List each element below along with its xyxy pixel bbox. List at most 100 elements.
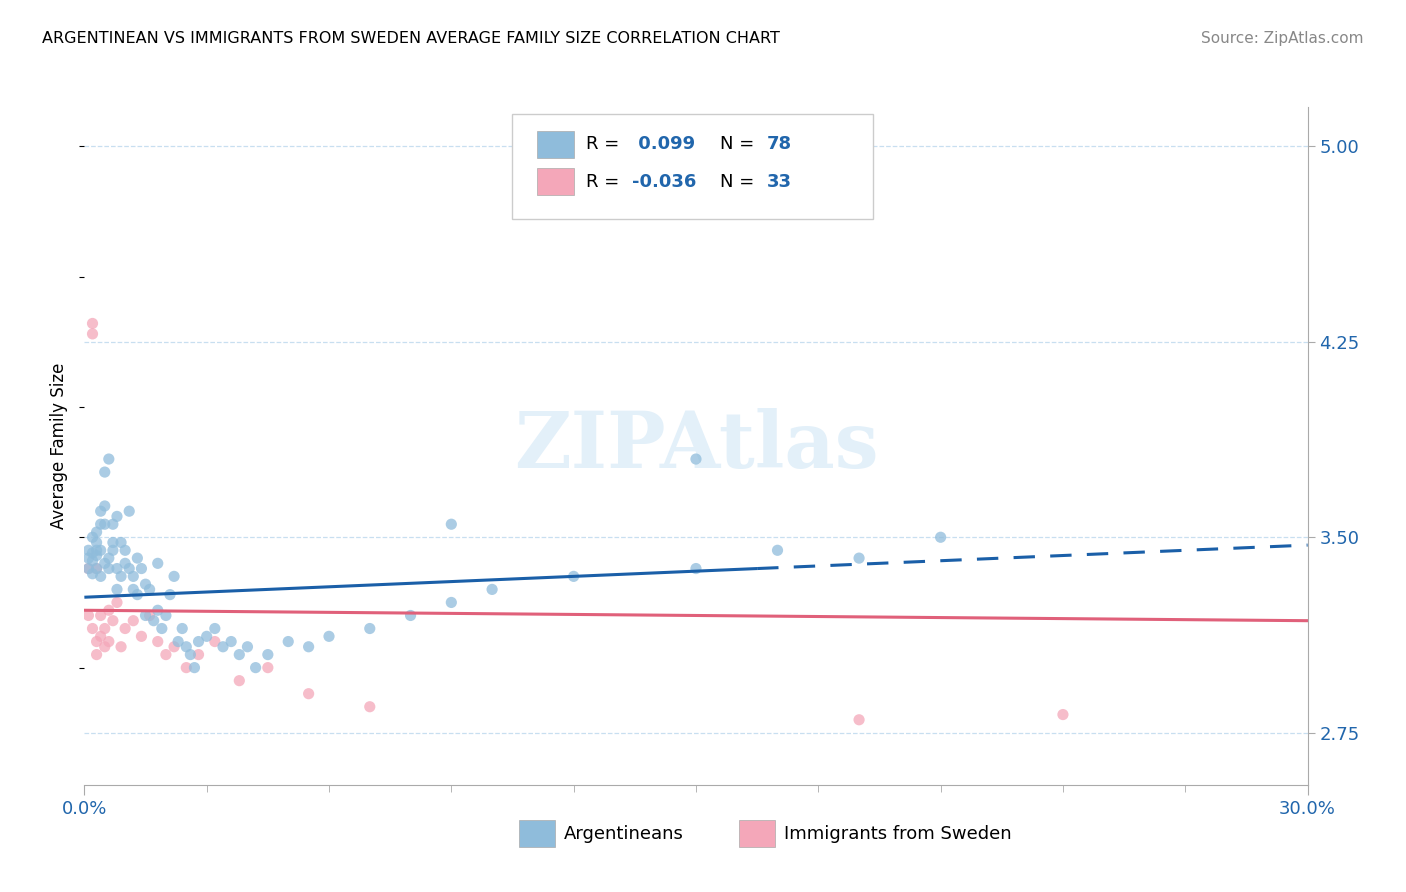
Text: N =: N = xyxy=(720,136,761,153)
Point xyxy=(257,648,280,662)
Point xyxy=(172,622,194,636)
Point xyxy=(114,543,136,558)
Text: 33: 33 xyxy=(766,173,792,191)
Point xyxy=(277,634,299,648)
Point xyxy=(110,640,132,654)
Point xyxy=(155,648,177,662)
Point xyxy=(93,517,117,532)
Text: 0.099: 0.099 xyxy=(633,136,696,153)
Point xyxy=(86,634,108,648)
Point xyxy=(298,640,321,654)
Point xyxy=(105,595,128,609)
Point xyxy=(105,561,128,575)
Point xyxy=(97,561,120,575)
FancyBboxPatch shape xyxy=(513,114,873,219)
Point xyxy=(90,608,112,623)
Point xyxy=(127,551,149,566)
Point xyxy=(97,634,120,648)
Point xyxy=(82,566,104,581)
Point xyxy=(90,569,112,583)
Point xyxy=(86,549,108,563)
Point xyxy=(105,582,128,597)
Point xyxy=(212,640,235,654)
Point xyxy=(114,622,136,636)
FancyBboxPatch shape xyxy=(537,168,574,195)
Point xyxy=(228,648,250,662)
Point xyxy=(562,569,585,583)
Point xyxy=(150,622,173,636)
Point xyxy=(86,648,108,662)
Point xyxy=(93,622,117,636)
Point xyxy=(298,687,321,701)
Point xyxy=(101,517,124,532)
Point xyxy=(204,622,226,636)
Point xyxy=(236,640,259,654)
FancyBboxPatch shape xyxy=(519,821,555,847)
Point xyxy=(86,561,108,575)
Point xyxy=(110,569,132,583)
Point xyxy=(93,557,117,571)
Text: Immigrants from Sweden: Immigrants from Sweden xyxy=(785,825,1012,843)
Point xyxy=(146,557,169,571)
Point xyxy=(82,530,104,544)
Point xyxy=(77,551,100,566)
Point xyxy=(766,543,789,558)
Point xyxy=(131,629,153,643)
Y-axis label: Average Family Size: Average Family Size xyxy=(51,363,69,529)
Point xyxy=(146,634,169,648)
Point xyxy=(176,660,198,674)
Point xyxy=(90,504,112,518)
Point xyxy=(159,588,181,602)
Point xyxy=(93,499,117,513)
Point xyxy=(122,582,145,597)
Point xyxy=(138,608,160,623)
Point xyxy=(105,509,128,524)
Point xyxy=(118,561,141,575)
Point xyxy=(685,561,707,575)
Point xyxy=(122,569,145,583)
Point xyxy=(163,640,186,654)
Point xyxy=(82,554,104,568)
Point xyxy=(318,629,340,643)
Point xyxy=(86,535,108,549)
Point xyxy=(219,634,242,648)
Point xyxy=(179,648,201,662)
Point xyxy=(228,673,250,688)
Text: N =: N = xyxy=(720,173,761,191)
Point xyxy=(82,622,104,636)
Point xyxy=(77,543,100,558)
Point xyxy=(187,634,209,648)
Point xyxy=(183,660,205,674)
Point xyxy=(685,452,707,467)
Text: Source: ZipAtlas.com: Source: ZipAtlas.com xyxy=(1201,31,1364,46)
Point xyxy=(97,603,120,617)
Text: ARGENTINEAN VS IMMIGRANTS FROM SWEDEN AVERAGE FAMILY SIZE CORRELATION CHART: ARGENTINEAN VS IMMIGRANTS FROM SWEDEN AV… xyxy=(42,31,780,46)
Point xyxy=(399,608,422,623)
Point xyxy=(131,561,153,575)
Point xyxy=(77,561,100,575)
Point xyxy=(93,465,117,479)
Point xyxy=(101,535,124,549)
Point xyxy=(155,608,177,623)
Point xyxy=(163,569,186,583)
Point xyxy=(118,504,141,518)
Point xyxy=(101,543,124,558)
Point xyxy=(167,634,190,648)
Point xyxy=(142,614,165,628)
Point xyxy=(90,517,112,532)
Point xyxy=(245,660,267,674)
Point xyxy=(135,577,157,591)
Point xyxy=(90,543,112,558)
Point xyxy=(82,317,104,331)
Point xyxy=(481,582,503,597)
Point xyxy=(135,608,157,623)
Point xyxy=(82,546,104,560)
Point xyxy=(146,603,169,617)
Point xyxy=(1052,707,1074,722)
Point xyxy=(359,699,381,714)
Point xyxy=(204,634,226,648)
Point xyxy=(122,614,145,628)
Point xyxy=(86,561,108,575)
Point xyxy=(77,561,100,575)
Point xyxy=(82,326,104,341)
